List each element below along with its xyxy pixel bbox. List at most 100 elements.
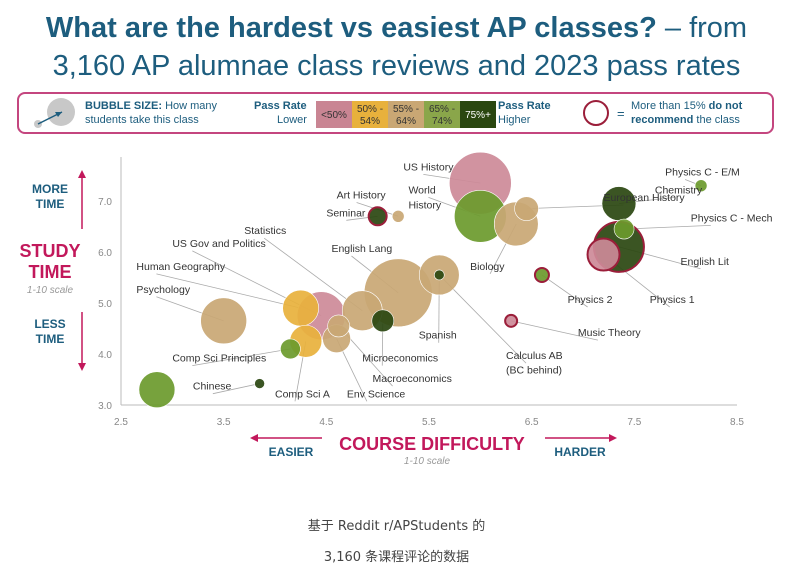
svg-text:recommend the class: recommend the class: [631, 114, 740, 126]
bubble: [327, 314, 350, 338]
point-label: Microeconomics: [362, 353, 438, 365]
point-labels: US History World History European History Ph…: [136, 161, 772, 400]
point-label: US Gov and Politics: [172, 238, 265, 250]
legend-bin-3: [424, 101, 460, 128]
arrow-down-icon: [78, 363, 86, 371]
leader-line: [263, 237, 363, 311]
legend-arrowhead-icon: [55, 112, 62, 117]
point-label: World: [408, 184, 435, 196]
legend-notrec-2b: the class: [696, 114, 740, 126]
leader-line: [624, 225, 711, 230]
leader-line: [212, 383, 260, 395]
y-tick-label: 4.0: [98, 350, 112, 361]
point-label: English Lit: [681, 256, 730, 268]
legend-svg: BUBBLE SIZE: How many students take this…: [34, 98, 743, 128]
y-axis-title-2: TIME: [29, 262, 72, 282]
x-tick-label: 6.5: [525, 417, 539, 428]
legend-bin-0: [316, 101, 352, 128]
point-label: Macroeconomics: [373, 373, 452, 385]
point-label: European History: [604, 192, 686, 204]
legend-bin-label: 74%: [432, 116, 452, 127]
legend-bin-2: [388, 101, 424, 128]
chart-subtitle: 3,160 AP alumnae class reviews and 2023 …: [52, 50, 741, 82]
arrow-up-icon: [78, 170, 86, 178]
legend-notrec-1b: do not: [709, 100, 743, 112]
bubble: [533, 266, 550, 283]
bubble: [282, 289, 319, 327]
legend-pass-higher-1: Pass Rate: [498, 100, 551, 112]
leader-line: [192, 348, 291, 367]
bubble: [254, 378, 265, 389]
chart-title-bold: What are the hardest vs easiest AP class…: [45, 12, 657, 44]
bubble: [367, 206, 388, 227]
x-tick-label: 2.5: [114, 417, 128, 428]
legend-pass-lower-1: Pass Rate: [254, 100, 307, 112]
legend-notrec-circle: [583, 100, 609, 126]
legend-bin-1: [352, 101, 388, 128]
point-label: Comp Sci Principles: [172, 353, 266, 365]
caption-line-2: 3,160 条课程评论的数据: [323, 550, 470, 565]
legend-equals: =: [617, 106, 625, 121]
point-label: Physics C - E/M: [665, 167, 740, 179]
legend-pass-higher-2: Higher: [498, 114, 531, 126]
point-label: Env Science: [347, 388, 406, 400]
bubble: [586, 237, 621, 272]
bubbles: [138, 151, 708, 409]
y-top-label-1: MORE: [32, 182, 68, 196]
point-label: Chinese: [193, 381, 232, 393]
legend-bin-label: 64%: [396, 116, 416, 127]
svg-text:BUBBLE SIZE: How many: BUBBLE SIZE: How many: [85, 100, 218, 112]
point-label: Spanish: [419, 330, 457, 342]
legend-bins: <50% 50% -54% 55% -64% 65% -74% 75%+: [316, 101, 496, 128]
bubble: [391, 210, 405, 223]
y-tick-label: 6.0: [98, 248, 112, 259]
bubble: [694, 179, 708, 192]
legend-pass-lower-2: Lower: [277, 114, 307, 126]
y-axis-title-1: STUDY: [19, 241, 80, 261]
point-label: US History: [403, 161, 454, 173]
point-label: Seminar: [326, 207, 366, 219]
x-axis-title: COURSE DIFFICULTY: [339, 434, 525, 454]
legend-bubble-size-desc2: students take this class: [85, 114, 199, 126]
y-top-label-2: TIME: [36, 197, 65, 211]
point-label: (BC behind): [506, 364, 562, 376]
caption-line-1: 基于 Reddit r/APStudents 的: [307, 519, 486, 534]
legend-bin-label: 75%+: [465, 110, 491, 121]
bubble: [433, 269, 445, 281]
y-axis-subtitle: 1-10 scale: [27, 285, 74, 296]
legend-bubble-size-label: BUBBLE SIZE:: [85, 100, 162, 112]
point-label: Statistics: [244, 225, 286, 237]
bubble: [613, 218, 635, 240]
bubble: [138, 371, 176, 409]
x-tick-label: 7.5: [627, 417, 641, 428]
legend-notrec-1a: More than 15%: [631, 100, 706, 112]
leader-line: [156, 273, 301, 309]
bubble: [371, 309, 395, 333]
x-left-label: EASIER: [269, 445, 314, 459]
point-label: Physics C - Mech: [691, 212, 773, 224]
x-tick-label: 5.5: [422, 417, 436, 428]
bubble: [504, 313, 519, 328]
point-label: Comp Sci A: [275, 388, 330, 400]
chart-title-rest: – from: [656, 12, 748, 44]
chart-svg: 3.0 4.0 5.0 6.0 7.0 2.5 3.5 4.5 5.5 6.5 7.5 8.5 US…: [19, 151, 773, 467]
point-label: Art History: [337, 189, 387, 201]
bubble: [280, 338, 301, 360]
point-label: Psychology: [136, 284, 190, 296]
x-right-label: HARDER: [554, 445, 606, 459]
x-tick-label: 4.5: [319, 417, 333, 428]
y-bottom-label-2: TIME: [36, 332, 65, 346]
legend-bin-label: 55% -: [393, 104, 419, 115]
point-label: Human Geography: [136, 261, 225, 273]
y-tick-label: 3.0: [98, 401, 112, 412]
arrow-right-icon: [609, 434, 617, 442]
legend-box: [17, 92, 774, 134]
arrow-left-icon: [250, 434, 258, 442]
y-bottom-label-1: LESS: [34, 317, 65, 331]
legend-notrec-2a: recommend: [631, 114, 693, 126]
x-tick-label: 8.5: [730, 417, 744, 428]
leader-line: [511, 320, 598, 341]
legend-bin-label: 65% -: [429, 104, 455, 115]
point-label: English Lang: [331, 243, 392, 255]
x-axis-subtitle: 1-10 scale: [404, 456, 451, 467]
